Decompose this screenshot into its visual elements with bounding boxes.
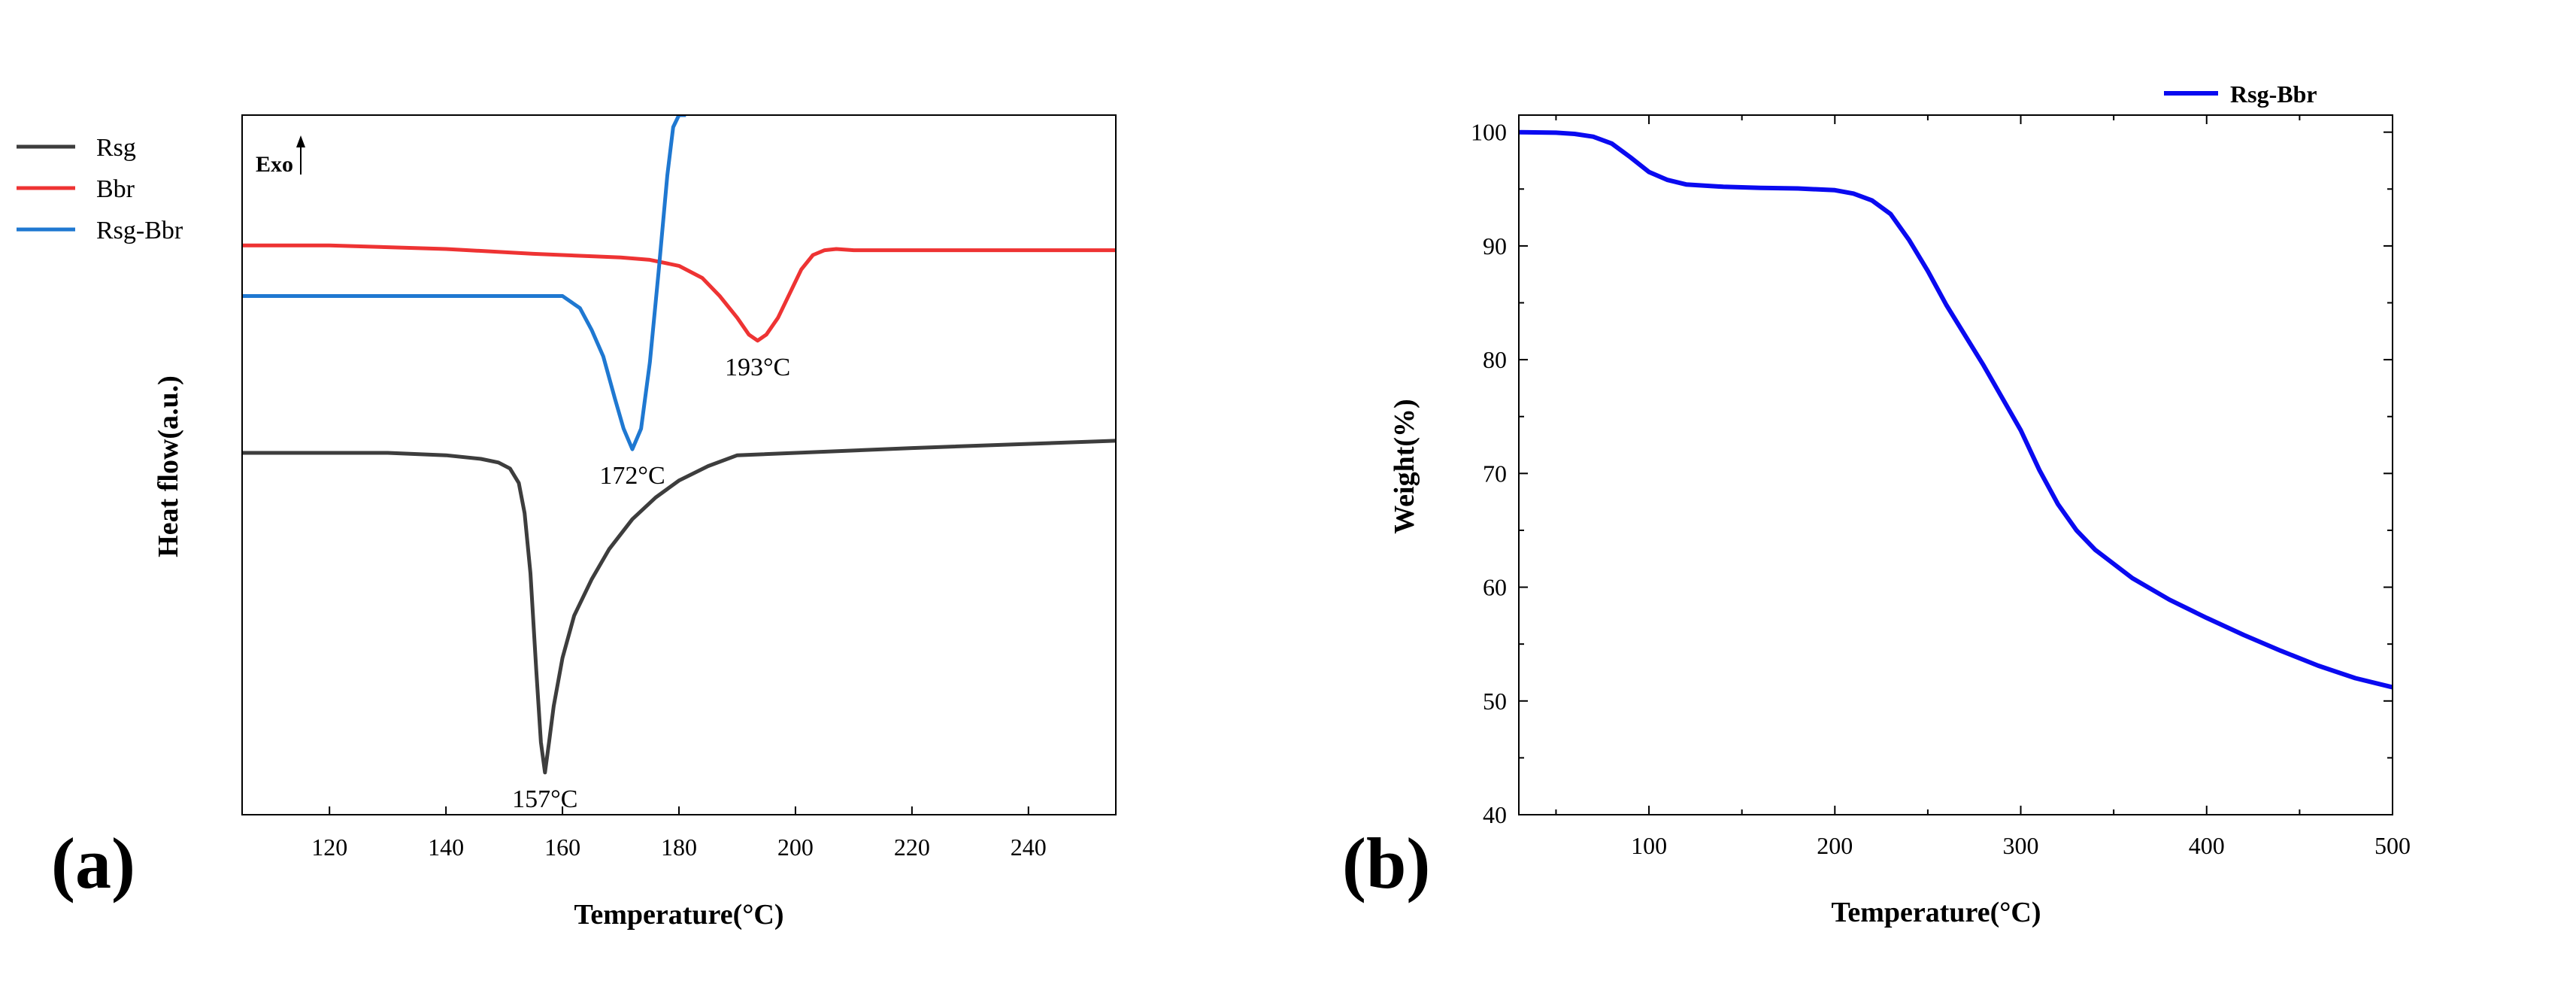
series-line-rsg-bbr (1518, 129, 2393, 690)
chart-b-legend: Rsg-Bbr (2164, 80, 2317, 108)
chart-b-y-tick-label: 70 (1483, 460, 1507, 487)
chart-a-x-tick-label: 220 (894, 834, 930, 861)
exo-label: Exo (256, 152, 293, 177)
chart-b-x-tick-label: 200 (1817, 832, 1853, 859)
chart-a-plot-frame (241, 114, 1117, 815)
chart-a-annotations: 157°C 172°C 193°C (512, 354, 790, 813)
chart-b-x-tick-label: 100 (1631, 832, 1667, 859)
legend-item-label: Rsg-Bbr (2230, 80, 2317, 108)
legend-item-label: Bbr (96, 175, 135, 203)
legend-item-label: Rsg-Bbr (96, 217, 183, 244)
chart-b-y-tick-label: 40 (1483, 801, 1507, 828)
chart-b-weight: 100 200 300 400 500 40 50 60 70 80 90 100 Rsg-Bbr T… (1342, 80, 2411, 928)
chart-a-x-tick-label: 120 (311, 834, 347, 861)
peak-label: 172°C (599, 462, 665, 490)
series-line-rsg-bbr (242, 115, 686, 451)
series-line-rsg (242, 439, 1116, 775)
chart-a-x-tick-label: 180 (661, 834, 697, 861)
panel-b-label: (b) (1342, 823, 1430, 903)
chart-b-x-axis-label: Temperature(°C) (1831, 897, 2041, 928)
chart-b-x-tick-label: 400 (2189, 832, 2225, 859)
chart-a-x-tick-label: 240 (1011, 834, 1047, 861)
chart-a-ticks: 120 140 160 180 200 220 240 (311, 806, 1047, 861)
chart-b-y-tick-label: 90 (1483, 232, 1507, 260)
chart-a-legend: Rsg Bbr Rsg-Bbr (17, 134, 183, 244)
exo-indicator: Exo (256, 135, 305, 177)
chart-b-y-tick-label: 60 (1483, 574, 1507, 601)
chart-a-x-tick-label: 160 (544, 834, 580, 861)
chart-b-y-axis-label: Weight(%) (1389, 399, 1420, 533)
chart-a-heat-flow: 120 140 160 180 200 220 240 157°C 172°C 193°C Ex… (17, 114, 1117, 931)
series-line-bbr (242, 243, 1116, 343)
legend-item-label: Rsg (96, 134, 136, 162)
chart-b-ticks: 100 200 300 400 500 40 50 60 70 80 90 100 (1471, 115, 2411, 859)
chart-b-y-tick-label: 50 (1483, 688, 1507, 715)
chart-b-x-tick-label: 500 (2374, 832, 2411, 859)
peak-label: 193°C (725, 354, 790, 381)
exo-arrowhead-icon (296, 135, 305, 147)
chart-a-y-axis-label: Heat flow(a.u.) (153, 375, 184, 557)
chart-b-y-tick-label: 80 (1483, 346, 1507, 373)
chart-b-y-tick-label: 100 (1471, 119, 1507, 146)
chart-a-x-axis-label: Temperature(°C) (574, 899, 783, 931)
chart-a-series (242, 115, 1116, 775)
chart-a-x-tick-label: 200 (777, 834, 814, 861)
chart-b-series (1518, 129, 2393, 690)
peak-label: 157°C (512, 785, 577, 813)
chart-a-x-tick-label: 140 (428, 834, 464, 861)
chart-b-x-tick-label: 300 (2003, 832, 2039, 859)
chart-b-plot-frame (1518, 114, 2393, 815)
panel-a-label: (a) (51, 823, 135, 903)
